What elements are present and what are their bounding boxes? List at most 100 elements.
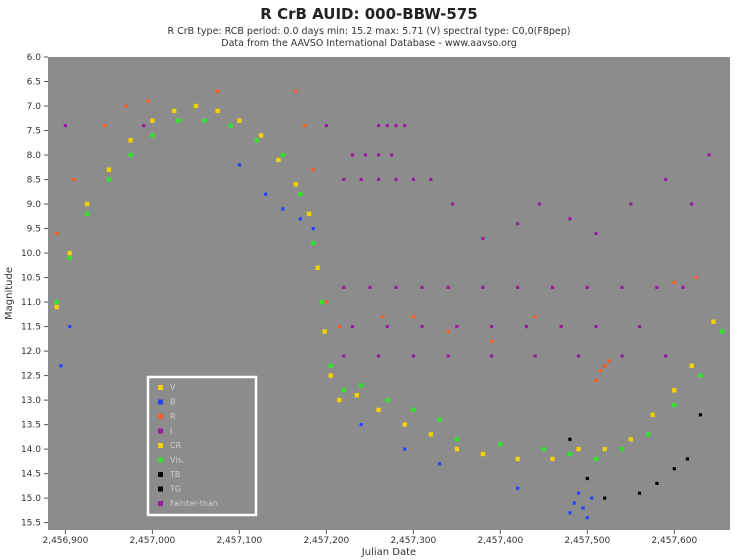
legend-swatch [158, 443, 163, 448]
data-point [637, 325, 642, 329]
legend-swatch [158, 428, 163, 434]
data-point [620, 354, 624, 358]
data-point [481, 236, 485, 240]
data-point [403, 124, 407, 128]
data-point [298, 192, 303, 197]
data-point [298, 217, 302, 221]
data-point [337, 397, 342, 403]
data-point [664, 354, 668, 358]
data-point [603, 496, 607, 500]
y-tick-label: 9.5 [27, 225, 41, 235]
data-point [68, 325, 72, 329]
data-point [377, 177, 381, 182]
data-point [567, 451, 573, 457]
data-point [594, 325, 598, 329]
data-point [524, 325, 528, 329]
data-point [176, 118, 181, 123]
data-point [328, 363, 333, 368]
data-point [402, 422, 407, 427]
data-point [681, 285, 685, 289]
legend-swatch [158, 385, 163, 390]
data-point [84, 201, 90, 207]
y-tick-label: 6.5 [27, 78, 41, 88]
y-tick-label: 10.0 [21, 249, 41, 259]
x-axis-label: Julian Date [361, 547, 416, 558]
x-tick-label: 2,457,500 [564, 536, 610, 546]
data-point [550, 456, 555, 462]
data-point [455, 325, 459, 329]
data-point [437, 417, 442, 422]
data-point [698, 373, 703, 378]
data-point [533, 315, 537, 319]
data-point [322, 329, 327, 334]
data-point [577, 354, 581, 358]
data-point [385, 124, 389, 128]
y-tick-label: 11.5 [21, 323, 41, 333]
data-point [581, 506, 585, 510]
y-tick-label: 8.0 [27, 151, 42, 161]
data-point [637, 491, 642, 495]
data-point [690, 202, 694, 206]
y-tick-label: 13.0 [21, 396, 41, 406]
data-point [603, 364, 607, 368]
data-point [698, 413, 702, 417]
series-v [54, 103, 716, 462]
data-point [146, 99, 150, 103]
data-point [537, 202, 542, 206]
y-tick-label: 14.5 [21, 470, 41, 480]
data-point [403, 447, 407, 451]
data-point [363, 153, 368, 157]
data-point [628, 437, 633, 442]
data-point [593, 456, 599, 462]
data-point [342, 177, 346, 182]
y-tick-label: 7.5 [27, 127, 41, 137]
data-point [84, 211, 90, 216]
data-point [429, 177, 433, 182]
data-point [142, 124, 146, 128]
y-tick-label: 11.0 [21, 298, 41, 308]
data-point [150, 133, 155, 138]
data-point [311, 168, 315, 172]
data-point [629, 202, 633, 206]
data-point [577, 491, 581, 495]
data-point [498, 442, 503, 447]
y-tick-label: 12.0 [21, 347, 41, 357]
data-point [446, 354, 450, 358]
data-point [359, 423, 363, 427]
data-point [655, 481, 659, 485]
data-point [454, 446, 460, 452]
data-point [67, 255, 72, 261]
legend-entry-label: R [170, 412, 176, 421]
data-points-layer [54, 89, 725, 520]
data-point [390, 153, 394, 157]
data-point [258, 133, 264, 138]
data-point [602, 446, 607, 452]
data-point [228, 123, 233, 128]
y-tick-label: 13.5 [21, 421, 41, 431]
data-point [411, 354, 415, 358]
data-point [328, 373, 333, 378]
y-tick-label: 7.0 [27, 102, 42, 112]
data-point [568, 511, 572, 515]
data-point [685, 457, 689, 461]
data-point [359, 177, 363, 182]
data-point [490, 325, 494, 329]
data-point [171, 108, 177, 114]
data-point [324, 124, 328, 128]
legend-entry-label: V [170, 383, 176, 392]
data-point [303, 124, 307, 128]
data-point [394, 177, 398, 182]
y-axis-label: Magnitude [4, 267, 15, 320]
x-tick-label: 2,457,100 [216, 536, 262, 546]
data-point [377, 153, 381, 157]
data-point [294, 89, 298, 93]
data-point [319, 299, 325, 305]
data-point [72, 177, 76, 182]
series-i [63, 124, 711, 358]
data-point [377, 124, 381, 128]
data-point [54, 299, 59, 305]
data-point [672, 280, 676, 285]
data-point [411, 407, 416, 413]
data-point [572, 501, 576, 505]
